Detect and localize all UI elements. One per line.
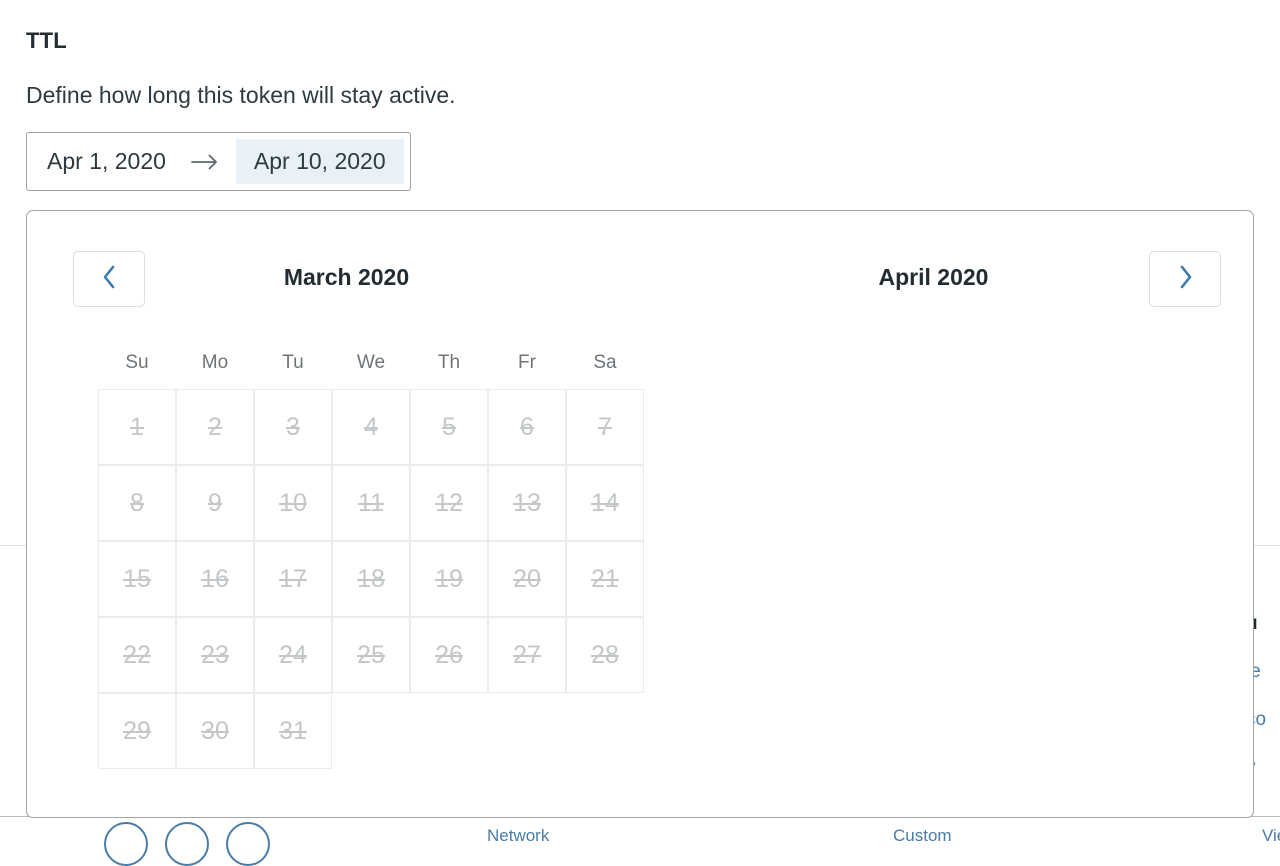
day-cell-19: 19	[410, 541, 488, 617]
day-cell-10: 10	[254, 465, 332, 541]
month-title: April 2020	[878, 264, 989, 290]
start-date-field[interactable]: Apr 1, 2020	[47, 148, 166, 174]
section-description: Define how long this token will stay act…	[26, 82, 456, 108]
day-cell-16: 16	[176, 541, 254, 617]
day-cell-17: 17	[254, 541, 332, 617]
avatar[interactable]	[226, 822, 270, 866]
day-cell-25: 25	[332, 617, 410, 693]
day-cell-1: 1	[98, 389, 176, 465]
day-cell-5: 5	[410, 389, 488, 465]
weekday-label-we: We	[356, 352, 386, 373]
day-cell-31: 31	[254, 693, 332, 769]
bottom-link-view[interactable]: Vie	[1262, 826, 1280, 845]
bottom-link-network[interactable]: Network	[487, 826, 550, 845]
day-cell-3: 3	[254, 389, 332, 465]
chevron-right-icon	[1177, 264, 1194, 295]
date-range-input[interactable]: Apr 1, 2020 Apr 10, 2020	[26, 132, 411, 191]
day-cell-2: 2	[176, 389, 254, 465]
day-cell-20: 20	[488, 541, 566, 617]
day-cell-12: 12	[410, 465, 488, 541]
day-cell-14: 14	[566, 465, 644, 541]
prev-month-button[interactable]	[73, 251, 145, 307]
weekday-label-tu: Tu	[282, 352, 304, 373]
calendar-popover: March 2020 Su Mo Tu We Th Fr Sa 1 2 3 4 5 6 7 8 9 10 11 1…	[26, 210, 1254, 818]
weekday-label-fr: Fr	[518, 352, 536, 373]
page-title: TTL	[26, 28, 67, 53]
day-grid: 1 2 3 4 5 6 7 8 9 10 11 12 13 14 15 16 17 18 19 20 21 22 23 24 2…	[98, 389, 644, 769]
avatar[interactable]	[165, 822, 209, 866]
day-cell-22: 22	[98, 617, 176, 693]
bottom-link-custom[interactable]: Custom	[893, 826, 952, 845]
day-cell-13: 13	[488, 465, 566, 541]
month-title: March 2020	[283, 264, 410, 290]
day-cell-7: 7	[566, 389, 644, 465]
day-cell-8: 8	[98, 465, 176, 541]
day-cell-9: 9	[176, 465, 254, 541]
day-cell-18: 18	[332, 541, 410, 617]
end-date-field[interactable]: Apr 10, 2020	[235, 139, 404, 184]
weekday-label-sa: Sa	[593, 352, 617, 373]
weekday-label-th: Th	[437, 352, 461, 373]
day-cell-30: 30	[176, 693, 254, 769]
avatar[interactable]	[104, 822, 148, 866]
weekday-header: Su Mo Tu We Th Fr Sa	[98, 348, 644, 378]
day-cell-23: 23	[176, 617, 254, 693]
avatar-group	[104, 822, 270, 866]
day-cell-26: 26	[410, 617, 488, 693]
day-cell-4: 4	[332, 389, 410, 465]
day-cell-21: 21	[566, 541, 644, 617]
arrow-right-icon	[190, 153, 220, 171]
day-cell-27: 27	[488, 617, 566, 693]
weekday-label-mo: Mo	[201, 352, 229, 373]
weekday-label-su: Su	[125, 352, 149, 373]
next-month-button[interactable]	[1149, 251, 1221, 307]
day-cell-11: 11	[332, 465, 410, 541]
day-cell-29: 29	[98, 693, 176, 769]
day-cell-6: 6	[488, 389, 566, 465]
day-cell-15: 15	[98, 541, 176, 617]
day-cell-28: 28	[566, 617, 644, 693]
chevron-left-icon	[101, 264, 118, 295]
day-cell-24: 24	[254, 617, 332, 693]
